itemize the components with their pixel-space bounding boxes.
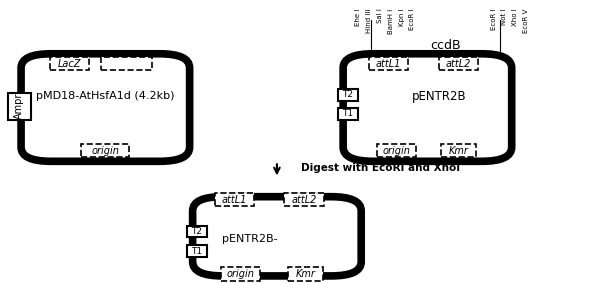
Text: AtHsfA1d: AtHsfA1d [0,282,1,283]
Text: EcoR I: EcoR I [409,8,415,30]
Text: Ampr: Ampr [14,93,24,119]
Text: AtHsfA1d: AtHsfA1d [0,282,1,283]
Text: EcoR V: EcoR V [523,8,529,33]
Text: Sal I: Sal I [377,8,383,23]
Text: Not I: Not I [501,8,507,25]
FancyBboxPatch shape [193,197,361,276]
FancyBboxPatch shape [439,57,478,70]
Text: origin: origin [92,145,119,156]
Text: (4.2kb): (4.2kb) [0,282,1,283]
Text: Xho I: Xho I [512,8,518,26]
FancyBboxPatch shape [222,267,261,281]
Text: pENTR2B: pENTR2B [412,90,467,103]
Text: pMD18-: pMD18- [0,282,1,283]
Text: AtHsfA1d: AtHsfA1d [0,282,1,283]
Text: ccdB: ccdB [430,39,461,52]
Text: Kmr: Kmr [448,145,469,156]
FancyBboxPatch shape [284,193,324,206]
Text: (4.2kb): (4.2kb) [0,282,1,283]
Text: pMD18-: pMD18- [0,282,1,283]
FancyBboxPatch shape [187,226,207,237]
FancyBboxPatch shape [21,54,190,161]
Text: Hind III: Hind III [366,8,372,33]
FancyBboxPatch shape [187,245,207,257]
Text: attL1: attL1 [376,59,401,69]
Text: Kmr: Kmr [296,269,316,279]
Text: EcoR I: EcoR I [491,8,497,30]
FancyBboxPatch shape [288,267,323,281]
Text: T2: T2 [343,90,353,99]
FancyBboxPatch shape [101,57,152,70]
Text: pMD18-: pMD18- [0,282,1,283]
FancyBboxPatch shape [338,108,358,120]
Text: T1: T1 [191,247,202,256]
Text: pMD18-: pMD18- [0,282,1,283]
FancyBboxPatch shape [368,57,408,70]
FancyBboxPatch shape [441,144,476,157]
Text: attL2: attL2 [446,59,471,69]
FancyBboxPatch shape [377,144,415,157]
Text: origin: origin [382,145,410,156]
Text: Ehe I: Ehe I [355,8,361,26]
Text: Digest with EcoRI and XhoI: Digest with EcoRI and XhoI [301,163,460,173]
FancyBboxPatch shape [338,89,358,101]
Text: T1: T1 [343,109,353,118]
Text: pENTR2B-: pENTR2B- [222,234,278,244]
Text: T2: T2 [191,227,202,236]
Text: attL1: attL1 [222,194,247,205]
FancyBboxPatch shape [49,57,89,70]
Text: pMD18-​AtHsfA1d (4.2kb): pMD18-​AtHsfA1d (4.2kb) [36,91,175,101]
Text: attL2: attL2 [291,194,317,205]
FancyBboxPatch shape [8,93,31,119]
FancyBboxPatch shape [81,144,129,157]
Text: BamH I: BamH I [388,8,394,34]
Text: Kpn I: Kpn I [399,8,405,26]
Text: origin: origin [227,269,255,279]
Text: AtHsfA1d: AtHsfA1d [0,282,1,283]
Text: LacZ: LacZ [58,59,81,69]
Text: AtHsfA1d: AtHsfA1d [0,282,1,283]
FancyBboxPatch shape [216,193,254,206]
FancyBboxPatch shape [343,54,512,161]
